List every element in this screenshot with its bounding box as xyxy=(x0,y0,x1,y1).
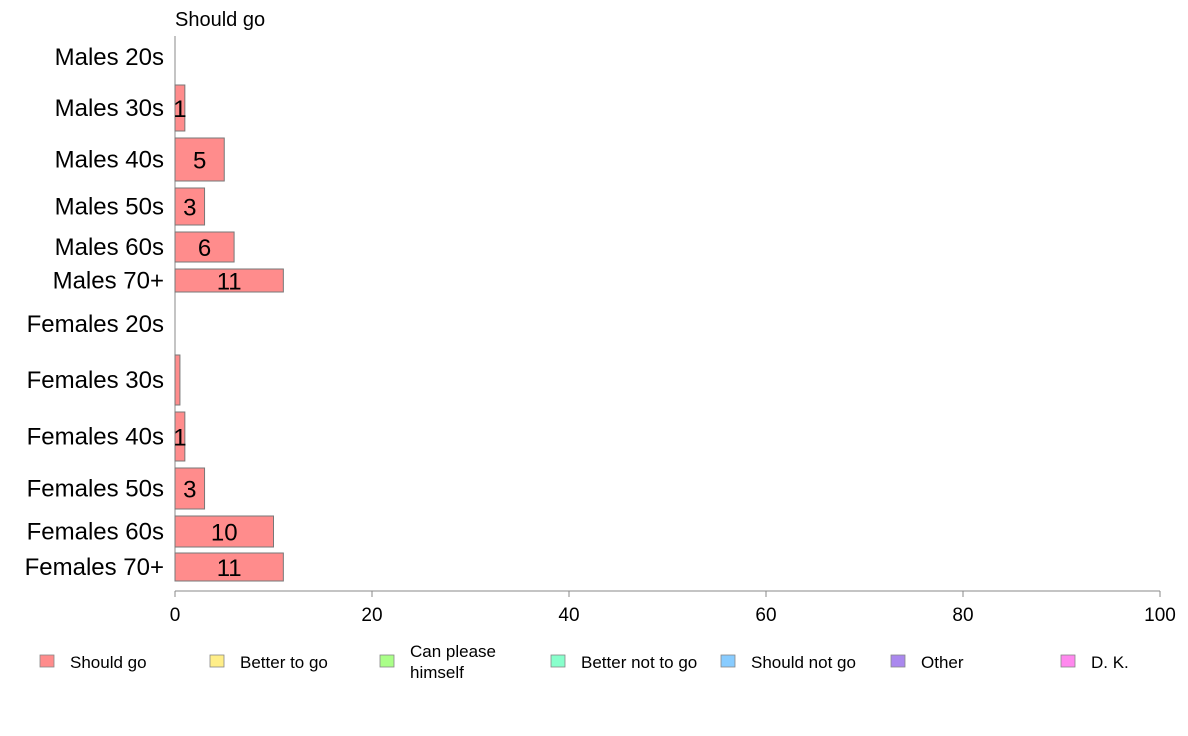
facet-title: Should go xyxy=(175,9,265,31)
legend-label-line: Should not go xyxy=(751,653,856,672)
legend-label: Better not to go xyxy=(581,653,697,672)
data-label: 10 xyxy=(211,520,238,547)
category-label: Males 60s xyxy=(55,234,164,261)
legend-label-line: Better not to go xyxy=(581,653,697,672)
legend-label-line: Better to go xyxy=(240,653,328,672)
data-label: 3 xyxy=(183,195,196,222)
x-tick-label: 100 xyxy=(1144,605,1176,626)
bar xyxy=(174,515,274,548)
bar xyxy=(174,467,206,510)
data-label: 11 xyxy=(217,269,242,296)
bar xyxy=(174,231,235,263)
legend-swatch xyxy=(1060,654,1076,668)
legend-label: Should not go xyxy=(751,653,856,672)
x-tick-label: 60 xyxy=(755,605,776,626)
category-label: Females 70+ xyxy=(25,554,164,581)
legend-swatch xyxy=(720,654,736,668)
x-tick-label: 20 xyxy=(361,605,382,626)
legend-label-line: himself xyxy=(410,663,464,682)
category-label: Females 60s xyxy=(27,519,164,546)
category-label: Females 40s xyxy=(27,424,164,451)
data-label: 3 xyxy=(183,477,196,504)
category-label: Females 30s xyxy=(27,367,164,394)
legend-label-line: Other xyxy=(921,653,964,672)
category-label: Males 70+ xyxy=(53,268,164,295)
bar xyxy=(174,84,186,132)
bar xyxy=(174,354,181,406)
bar xyxy=(174,552,284,582)
legend-swatch xyxy=(890,654,906,668)
data-label: 1 xyxy=(173,96,186,123)
legend-swatch xyxy=(39,654,55,668)
data-label: 1 xyxy=(173,425,186,452)
data-label: 11 xyxy=(217,555,242,582)
x-tick-label: 80 xyxy=(952,605,973,626)
bar xyxy=(174,411,186,462)
category-label: Females 20s xyxy=(27,311,164,338)
legend-label-line: Should go xyxy=(70,653,147,672)
legend-swatch xyxy=(379,654,395,668)
bar xyxy=(174,137,225,182)
legend-label: Better to go xyxy=(240,653,328,672)
legend-label: Can please himself xyxy=(410,642,496,682)
legend-swatch xyxy=(209,654,225,668)
x-tick-label: 40 xyxy=(558,605,579,626)
category-label: Males 40s xyxy=(55,147,164,174)
legend-label-line: D. K. xyxy=(1091,653,1129,672)
category-label: Males 20s xyxy=(55,44,164,71)
category-label: Males 50s xyxy=(55,194,164,221)
data-label: 6 xyxy=(198,235,211,262)
legend-label: Other xyxy=(921,653,964,672)
bar xyxy=(174,187,206,226)
data-label: 5 xyxy=(193,148,206,175)
legend-swatch xyxy=(550,654,566,668)
category-label: Females 50s xyxy=(27,476,164,503)
bar xyxy=(174,268,284,293)
x-tick-label: 0 xyxy=(170,605,181,626)
legend-label: D. K. xyxy=(1091,653,1129,672)
category-label: Males 30s xyxy=(55,95,164,122)
legend-label-line: Can please xyxy=(410,642,496,661)
legend-label: Should go xyxy=(70,653,147,672)
